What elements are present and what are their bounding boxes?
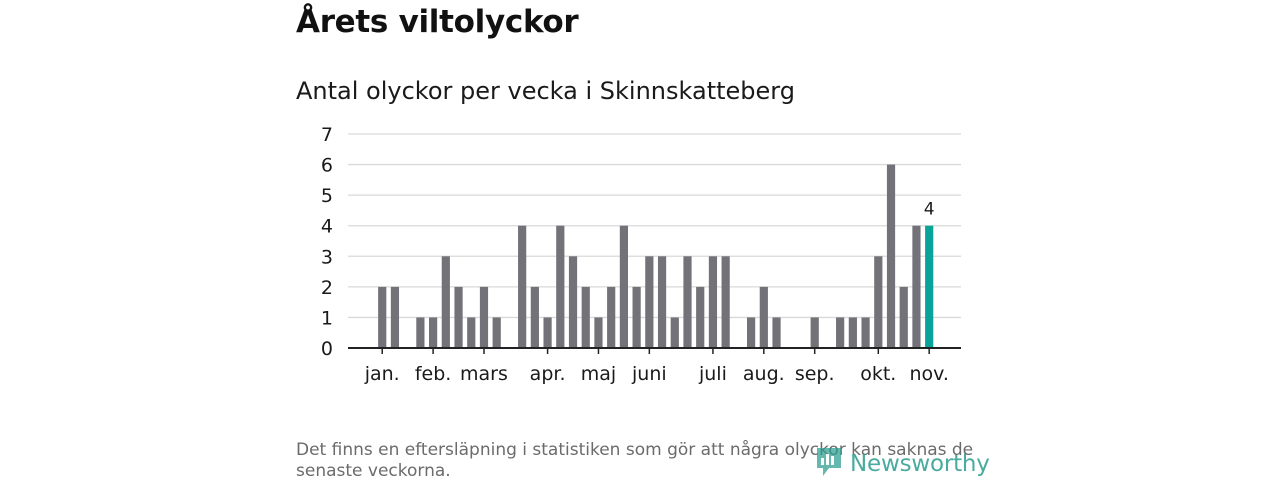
x-tick-label: feb. [415, 363, 451, 385]
x-tick-label: sep. [795, 363, 835, 385]
x-tick-label: nov. [909, 363, 948, 385]
bar [759, 286, 768, 348]
bar [772, 317, 781, 348]
y-tick-label: 0 [321, 338, 333, 360]
bar [518, 225, 527, 348]
bar [492, 317, 501, 348]
x-tick-label: mars [460, 363, 508, 385]
brand-name: Newsworthy [850, 451, 990, 477]
footnote: Det finns en eftersläpning i statistiken… [296, 440, 974, 481]
x-tick-label: okt. [860, 363, 896, 385]
bar [568, 256, 578, 348]
bar [632, 286, 641, 348]
bar [378, 286, 387, 348]
y-tick-label: 2 [321, 277, 333, 299]
bar [581, 286, 590, 348]
bar [836, 317, 845, 348]
bar [657, 256, 667, 348]
brand-logo: Newsworthy [814, 445, 990, 483]
x-tick-label: maj [581, 363, 616, 385]
x-tick-label: juli [698, 363, 727, 385]
y-tick-label: 4 [321, 216, 333, 238]
bar [874, 256, 883, 348]
bar [607, 286, 616, 348]
y-tick-label: 7 [321, 124, 333, 146]
bar [454, 286, 463, 348]
bar [683, 256, 692, 348]
y-tick-label: 1 [321, 307, 333, 329]
bar [886, 164, 896, 348]
newsworthy-logo-icon [814, 445, 844, 483]
bar [530, 286, 539, 348]
bar [441, 256, 450, 348]
bar [543, 317, 552, 348]
bar [429, 317, 438, 348]
y-tick-label: 6 [321, 155, 333, 177]
bar [899, 286, 908, 348]
bar [696, 286, 705, 348]
bar [556, 225, 565, 348]
bar [467, 317, 476, 348]
bar [670, 317, 679, 348]
bar [747, 317, 756, 348]
bar [810, 317, 819, 348]
bar [479, 286, 489, 348]
chart-title: Årets viltolyckor [296, 4, 579, 40]
y-tick-label: 3 [321, 246, 333, 268]
bar [861, 317, 870, 348]
bar-chart: 0 1 2 3 4 5 6 7 4 jan. feb. mars apr. maj juni juli aug.… [321, 124, 961, 385]
y-tick-label: 5 [321, 185, 333, 207]
x-tick-label: apr. [530, 363, 566, 385]
bar [912, 225, 921, 348]
bar [619, 225, 628, 348]
data-label: 4 [924, 200, 935, 220]
bar [594, 317, 603, 348]
bar [416, 317, 425, 348]
bar [848, 317, 857, 348]
bar [708, 256, 718, 348]
x-tick-label: juni [631, 363, 667, 385]
x-tick-label: jan. [364, 363, 400, 385]
chart-subtitle: Antal olyckor per vecka i Skinnskatteber… [296, 77, 795, 105]
bar [721, 256, 730, 348]
bar [390, 286, 400, 348]
x-tick-label: aug. [743, 363, 785, 385]
bar [645, 256, 654, 348]
bar-highlight [925, 225, 934, 348]
